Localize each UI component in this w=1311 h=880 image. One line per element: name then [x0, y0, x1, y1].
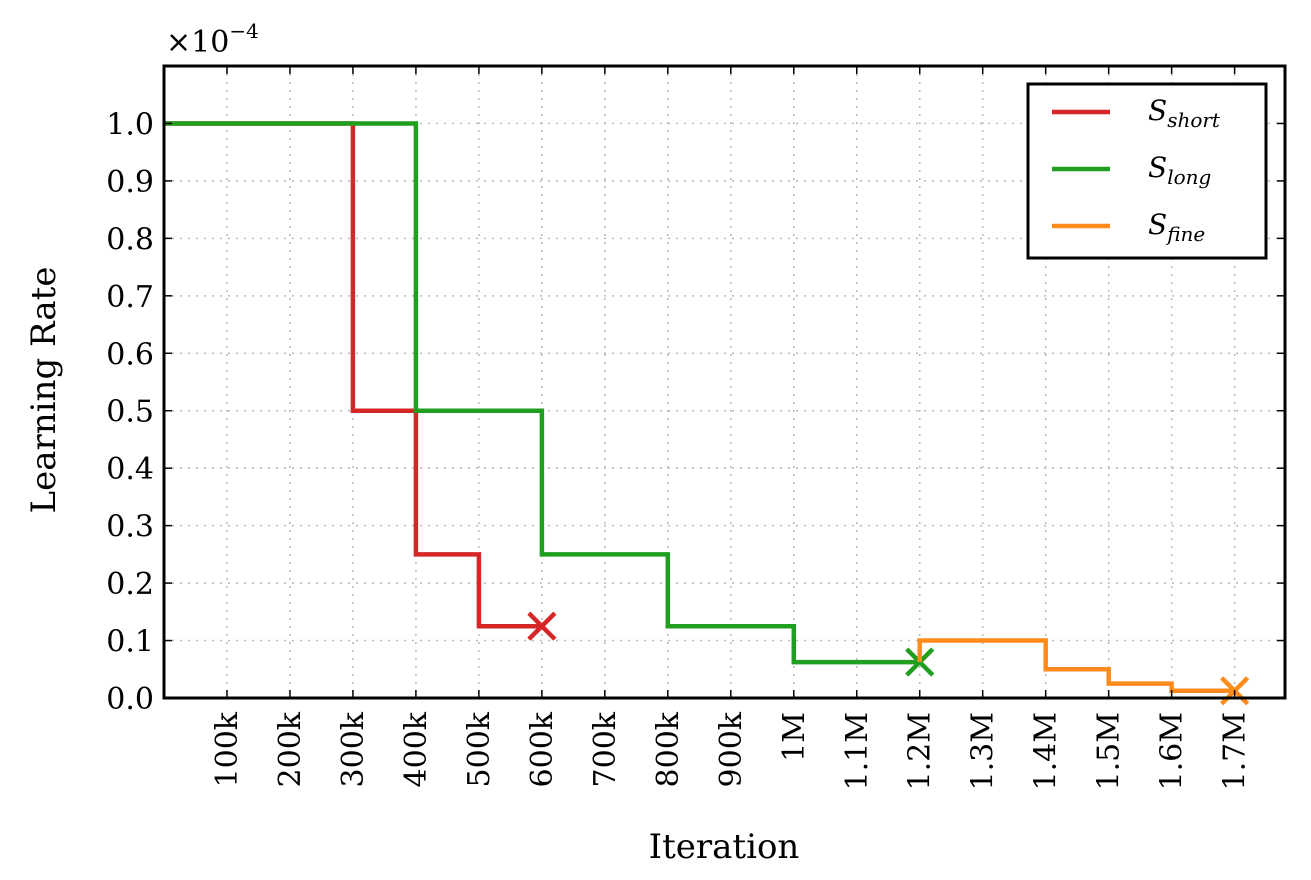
x-tick-label: 1.3M	[966, 712, 1001, 790]
y-tick-labels: 0.0 0.1 0.2 0.3 0.4 0.5 0.6 0.7 0.8 0.9 1.0	[106, 107, 154, 717]
x-tick-label: 100k	[210, 711, 245, 787]
y-multiplier-exponent: −4	[229, 19, 258, 43]
x-tick-label: 700k	[588, 711, 623, 787]
legend-label-base: S	[1148, 94, 1167, 127]
y-tick-label: 0.0	[106, 682, 154, 717]
series-lines	[164, 121, 1250, 706]
legend-label-subscript: short	[1167, 108, 1221, 132]
y-tick-label: 0.1	[106, 625, 154, 660]
axis-ticks	[164, 66, 1285, 699]
plot-frame	[162, 64, 1287, 700]
y-axis-title: Learning Rate	[24, 267, 64, 514]
legend-label-base: S	[1148, 208, 1167, 241]
series-line-short	[164, 121, 542, 629]
x-tick-label: 1.1M	[840, 712, 875, 790]
y-tick-label: 0.9	[106, 165, 154, 200]
legend-label-subscript: fine	[1165, 222, 1205, 246]
y-tick-label: 0.3	[106, 510, 154, 545]
x-tick-label: 1.4M	[1029, 712, 1064, 790]
legend-label-fine: Sfine	[1148, 208, 1205, 246]
y-axis-multiplier: ×10−4	[166, 19, 259, 60]
legend-label-long: Slong	[1148, 151, 1211, 189]
x-tick-label: 600k	[525, 711, 560, 787]
x-tick-label: 200k	[273, 711, 308, 787]
y-multiplier-base: ×10	[166, 25, 229, 60]
series-line-long	[164, 121, 920, 665]
x-tick-label: 1.7M	[1218, 712, 1253, 790]
legend-label-subscript: long	[1167, 165, 1211, 189]
x-tick-label: 1.6M	[1155, 712, 1190, 790]
y-tick-label: 0.8	[106, 222, 154, 257]
y-tick-label: 0.6	[106, 337, 154, 372]
y-tick-label: 0.4	[106, 452, 154, 487]
y-tick-label: 0.2	[106, 567, 154, 602]
x-tick-labels: 100k 200k 300k 400k 500k 600k 700k 800k 900k 1M 1.…	[210, 711, 1253, 790]
legend-label-short: Sshort	[1148, 94, 1221, 132]
x-tick-label: 1.2M	[903, 712, 938, 790]
x-tick-label: 900k	[714, 711, 749, 787]
x-tick-label: 800k	[651, 711, 686, 787]
series-end-marker-short	[527, 611, 557, 641]
legend-label-base: S	[1148, 151, 1167, 184]
series-line-fine	[917, 638, 1235, 694]
x-tick-label: 300k	[336, 711, 371, 787]
x-tick-label: 500k	[462, 711, 497, 787]
x-tick-label: 1.5M	[1092, 712, 1127, 790]
y-tick-label: 0.7	[106, 280, 154, 315]
y-tick-label: 1.0	[106, 107, 154, 142]
x-tick-label: 1M	[777, 712, 812, 762]
x-tick-label: 400k	[399, 711, 434, 787]
x-axis-title: Iteration	[649, 827, 800, 867]
y-tick-label: 0.5	[106, 395, 154, 430]
